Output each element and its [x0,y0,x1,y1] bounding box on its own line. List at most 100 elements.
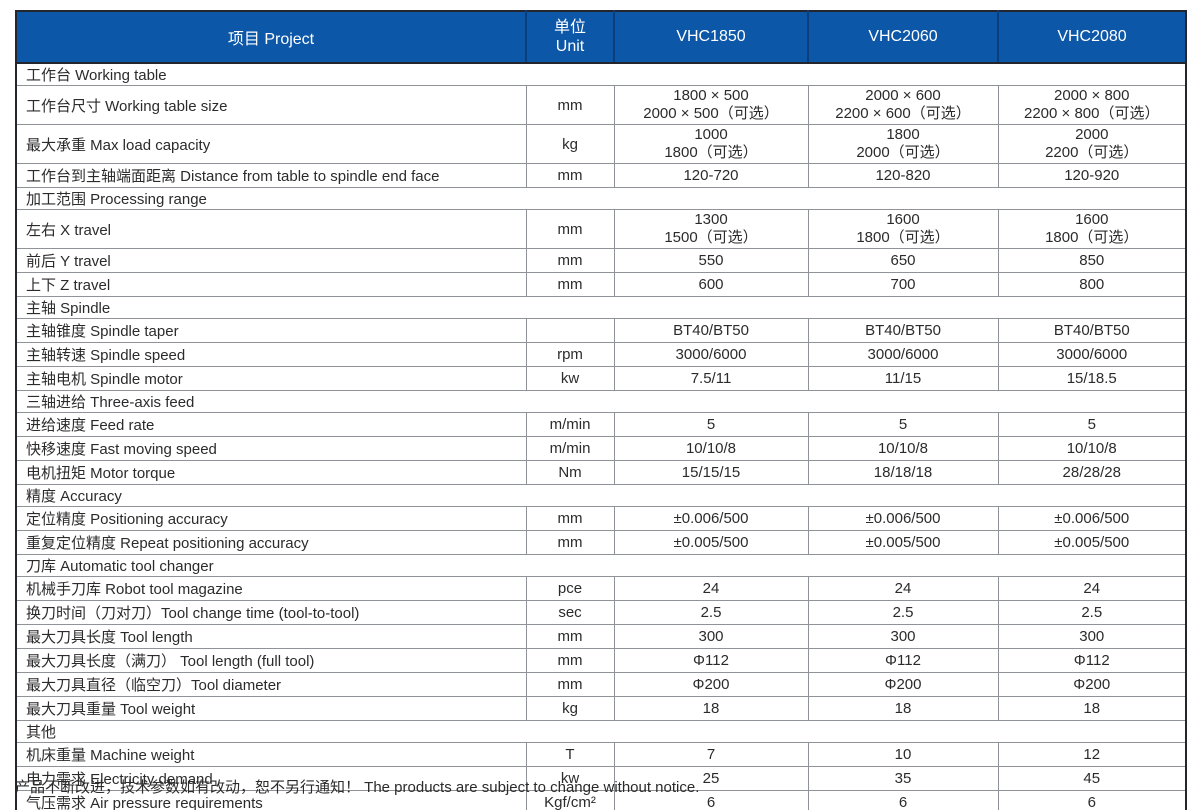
row-label: 上下 Z travel [15,272,527,297]
row-value-vhc1850: 1300 1500（可选） [613,209,809,249]
row-value-vhc1850: 2.5 [613,600,809,625]
row-unit: pce [525,576,615,601]
row-value-vhc2080: 6 [997,790,1187,810]
row-value-vhc1850: Φ200 [613,672,809,697]
table-row: 换刀时间（刀对刀）Tool change time (tool-to-tool)… [15,600,1187,625]
row-label: 左右 X travel [15,209,527,249]
row-unit: kw [525,766,615,791]
row-label: 气压需求 Air pressure requirements [15,790,527,810]
section-row: 刀库 Automatic tool changer [16,554,1186,577]
table-row: 最大承重 Max load capacity kg 1000 1800（可选） 180… [15,124,1187,164]
row-value-vhc2080: 1600 1800（可选） [997,209,1187,249]
table-row: 电力需求 Electricity demand kw 25 35 45 [15,766,1187,791]
row-unit: mm [525,648,615,673]
row-value-vhc2080: 850 [997,248,1187,273]
row-value-vhc2060: 120-820 [807,163,999,188]
header-model-vhc2060: VHC2060 [807,11,998,64]
section-label: 三轴进给 Three-axis feed [16,390,1186,413]
row-value-vhc1850: 7.5/11 [613,366,809,391]
table-row: 机床重量 Machine weight T 7 10 12 [15,742,1187,767]
table-body: 工作台 Working table 工作台尺寸 Working table siz… [15,62,1187,810]
row-value-vhc2060: 5 [807,412,999,437]
table-row: 左右 X travel mm 1300 1500（可选） 1600 1800（可选） 1… [15,209,1187,249]
row-label: 机械手刀库 Robot tool magazine [15,576,527,601]
row-unit: Nm [525,460,615,485]
row-value-vhc2080: 15/18.5 [997,366,1187,391]
section-label: 工作台 Working table [16,62,1186,86]
row-value-vhc1850: BT40/BT50 [613,318,809,343]
row-label: 前后 Y travel [15,248,527,273]
row-value-vhc1850: 600 [613,272,809,297]
table-row: 主轴转速 Spindle speed rpm 3000/6000 3000/6000 3… [15,342,1187,367]
row-value-vhc2060: ±0.006/500 [807,506,999,531]
row-unit: rpm [525,342,615,367]
table-row: 工作台尺寸 Working table size mm 1800 × 500 200… [15,85,1187,125]
row-value-vhc2060: Φ200 [807,672,999,697]
row-value-vhc2060: 1800 2000（可选） [807,124,999,164]
table-row: 上下 Z travel mm 600 700 800 [15,272,1187,297]
header-row: 项目 Project 单位 Unit VHC1850 VHC2060 VHC20… [16,11,1186,64]
row-value-vhc2080: 5 [997,412,1187,437]
row-label: 主轴锥度 Spindle taper [15,318,527,343]
row-value-vhc2060: BT40/BT50 [807,318,999,343]
row-value-vhc1850: ±0.006/500 [613,506,809,531]
row-label: 定位精度 Positioning accuracy [15,506,527,531]
row-value-vhc2060: 2000 × 600 2200 × 600（可选） [807,85,999,125]
row-unit [525,318,615,343]
row-unit: mm [525,163,615,188]
table-row: 最大刀具直径（临空刀）Tool diameter mm Φ200 Φ200 Φ200 [15,672,1187,697]
row-unit: m/min [525,412,615,437]
row-value-vhc1850: 300 [613,624,809,649]
row-value-vhc2080: 24 [997,576,1187,601]
row-value-vhc1850: 1000 1800（可选） [613,124,809,164]
row-unit: mm [525,209,615,249]
row-value-vhc2060: 18 [807,696,999,721]
row-label: 主轴电机 Spindle motor [15,366,527,391]
table-row: 最大刀具长度 Tool length mm 300 300 300 [15,624,1187,649]
row-unit: kg [525,124,615,164]
row-label: 工作台到主轴端面距离 Distance from table to spindl… [15,163,527,188]
row-value-vhc2080: 2.5 [997,600,1187,625]
row-value-vhc2080: ±0.005/500 [997,530,1187,555]
table-row: 主轴电机 Spindle motor kw 7.5/11 11/15 15/18.5 [15,366,1187,391]
section-label: 其他 [16,720,1186,743]
row-value-vhc1850: 550 [613,248,809,273]
row-value-vhc2060: 650 [807,248,999,273]
row-unit: sec [525,600,615,625]
row-value-vhc2060: 2.5 [807,600,999,625]
table-row: 最大刀具重量 Tool weight kg 18 18 18 [15,696,1187,721]
section-row: 加工范围 Processing range [16,187,1186,210]
table-row: 定位精度 Positioning accuracy mm ±0.006/500 ±0.… [15,506,1187,531]
section-row: 精度 Accuracy [16,484,1186,507]
section-row: 其他 [16,720,1186,743]
row-value-vhc2060: 700 [807,272,999,297]
row-value-vhc1850: 1800 × 500 2000 × 500（可选） [613,85,809,125]
row-value-vhc2080: BT40/BT50 [997,318,1187,343]
section-label: 刀库 Automatic tool changer [16,554,1186,577]
row-value-vhc2060: 300 [807,624,999,649]
row-unit: m/min [525,436,615,461]
row-value-vhc1850: 15/15/15 [613,460,809,485]
row-label: 最大刀具长度 Tool length [15,624,527,649]
row-value-vhc2060: ±0.005/500 [807,530,999,555]
row-value-vhc1850: Φ112 [613,648,809,673]
row-value-vhc2080: 18 [997,696,1187,721]
row-label: 最大刀具长度（满刀） Tool length (full tool) [15,648,527,673]
row-value-vhc2080: 45 [997,766,1187,791]
row-label: 工作台尺寸 Working table size [15,85,527,125]
row-unit: mm [525,530,615,555]
table-row: 重复定位精度 Repeat positioning accuracy mm ±0.0… [15,530,1187,555]
row-value-vhc2080: 300 [997,624,1187,649]
row-value-vhc2060: 11/15 [807,366,999,391]
row-value-vhc1850: 3000/6000 [613,342,809,367]
row-value-vhc1850: 18 [613,696,809,721]
row-label: 电机扭矩 Motor torque [15,460,527,485]
section-label: 加工范围 Processing range [16,187,1186,210]
row-unit: mm [525,624,615,649]
row-unit: mm [525,672,615,697]
row-label: 换刀时间（刀对刀）Tool change time (tool-to-tool) [15,600,527,625]
row-value-vhc2060: 1600 1800（可选） [807,209,999,249]
row-value-vhc2080: 800 [997,272,1187,297]
header-model-vhc2080: VHC2080 [997,11,1186,64]
